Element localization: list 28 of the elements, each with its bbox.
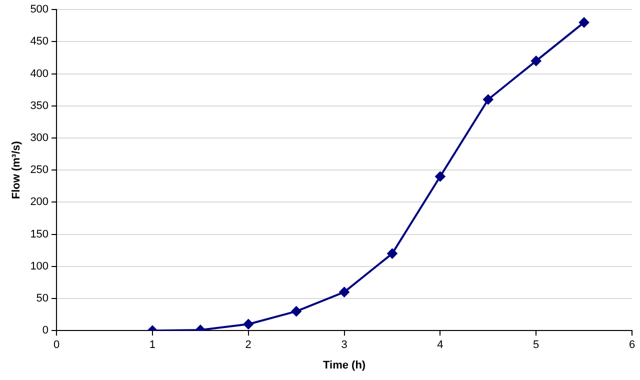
y-tick-label: 450 — [30, 36, 49, 48]
y-tick-label: 350 — [30, 100, 49, 112]
y-tick-label: 500 — [30, 4, 49, 16]
x-tick-label: 0 — [53, 339, 60, 352]
x-tick-label: 2 — [245, 339, 252, 352]
x-tick-label: 6 — [628, 339, 636, 352]
y-tick-label: 100 — [30, 260, 49, 272]
y-tick-label: 150 — [30, 228, 49, 240]
x-tick-label: 1 — [149, 339, 156, 352]
x-tick-label: 3 — [341, 339, 348, 352]
y-tick-label: 200 — [30, 196, 49, 208]
point — [243, 319, 254, 330]
y-tick-label: 0 — [42, 324, 49, 337]
y-tick-label: 50 — [36, 292, 49, 305]
point — [483, 94, 494, 104]
point — [579, 17, 590, 28]
point — [339, 287, 350, 298]
y-axis-title: Flow (m³/s) — [10, 140, 23, 200]
point — [387, 248, 398, 259]
y-tick-label: 300 — [30, 132, 49, 144]
x-axis-title: Time (h) — [322, 359, 366, 372]
point — [531, 56, 542, 66]
point — [435, 172, 446, 182]
y-tick-label: 250 — [30, 164, 49, 176]
y-tick-label: 400 — [30, 68, 49, 80]
x-tick-label: 4 — [437, 339, 444, 352]
x-tick-label: 5 — [533, 339, 540, 352]
point — [291, 306, 302, 316]
